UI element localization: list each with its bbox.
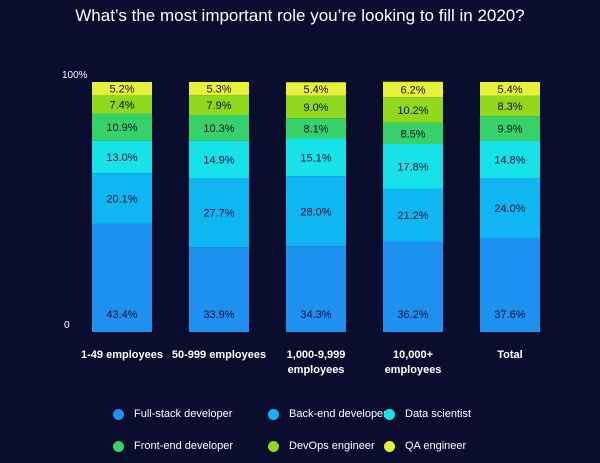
- category-label: employees: [288, 364, 345, 376]
- bar-segment: [286, 176, 346, 247]
- data-label: 34.3%: [300, 309, 331, 321]
- bar-segment: [480, 82, 540, 96]
- category-label: 1-49 employees: [81, 349, 163, 361]
- legend-item: DevOps engineer: [268, 440, 375, 452]
- category-label: employees: [385, 364, 442, 376]
- data-label: 13.0%: [106, 152, 137, 164]
- legend-swatch: [268, 440, 279, 452]
- bar-segment: [189, 247, 249, 332]
- data-label: 27.7%: [203, 208, 234, 220]
- bar-segment: [92, 113, 152, 141]
- chart-title: What’s the most important role you’re lo…: [75, 6, 525, 25]
- data-label: 37.6%: [494, 309, 525, 321]
- legend-swatch: [113, 440, 124, 452]
- data-label: 33.9%: [203, 309, 234, 321]
- bar-segment: [383, 81, 443, 98]
- stacked-bar-chart: 100% 0 43.4% 20.1% 13.0% 10.9% 7.4% 5.2% 1-49 em…: [62, 70, 540, 376]
- legend-swatch: [384, 408, 395, 420]
- bar-segment: [286, 82, 346, 96]
- data-label: 9.9%: [497, 124, 522, 136]
- legend-label: Front-end developer: [134, 440, 234, 452]
- category-label: 10,000+: [393, 349, 433, 361]
- legend-label: Back-end developer: [289, 408, 387, 420]
- legend-swatch: [113, 408, 124, 420]
- bar-segment: [92, 223, 152, 332]
- data-label: 14.9%: [203, 154, 234, 166]
- data-label: 10.2%: [397, 105, 428, 117]
- chart-legend: Full-stack developer Back-end developer Da…: [0, 400, 600, 460]
- legend-swatch: [268, 408, 279, 420]
- bar-segment: [480, 116, 540, 141]
- bar-segment: [383, 241, 443, 332]
- y-tick-label-bottom: 0: [64, 320, 70, 331]
- legend-label: Full-stack developer: [134, 408, 233, 420]
- bar-segment: [383, 144, 443, 189]
- data-label: 7.9%: [206, 100, 231, 112]
- data-label: 8.1%: [303, 123, 328, 135]
- data-label: 28.0%: [300, 206, 331, 218]
- bar-segment: [480, 95, 540, 117]
- bar-segment: [189, 115, 249, 141]
- data-label: 5.3%: [206, 84, 231, 96]
- bar-segment: [189, 140, 249, 178]
- data-label: 8.3%: [497, 101, 522, 113]
- legend-item: Data scientist: [384, 408, 471, 420]
- bar-segment: [189, 178, 249, 248]
- bar-segment: [383, 188, 443, 242]
- bar-segment: [92, 173, 152, 224]
- legend-item: QA engineer: [384, 440, 466, 452]
- bar-segment: [286, 95, 346, 119]
- legend-item: Full-stack developer: [113, 408, 232, 420]
- data-label: 20.1%: [106, 193, 137, 205]
- data-label: 9.0%: [303, 102, 328, 114]
- data-label: 21.2%: [397, 210, 428, 222]
- data-label: 10.3%: [203, 123, 234, 135]
- data-label: 5.4%: [497, 84, 522, 96]
- bar-segment: [480, 238, 540, 332]
- y-tick-label-top: 100%: [62, 70, 88, 81]
- data-label: 10.9%: [106, 122, 137, 134]
- legend-swatch: [384, 440, 395, 452]
- bar-segment: [480, 141, 540, 178]
- category-label: 50-999 employees: [172, 349, 266, 361]
- data-label: 5.2%: [109, 84, 134, 96]
- bar-segment: [383, 97, 443, 123]
- data-label: 7.4%: [109, 99, 134, 111]
- data-label: 14.8%: [494, 155, 525, 167]
- data-label: 43.4%: [106, 309, 137, 321]
- category-label: Total: [497, 349, 522, 361]
- legend-item: Back-end developer: [268, 408, 387, 420]
- bar-segment: [480, 178, 540, 238]
- bar-segment: [383, 122, 443, 144]
- legend-label: QA engineer: [405, 440, 467, 452]
- legend-label: Data scientist: [405, 408, 472, 420]
- data-label: 24.0%: [494, 203, 525, 215]
- bar-segment: [92, 95, 152, 114]
- bar-segment: [92, 140, 152, 174]
- category-label: 1,000-9,999: [287, 349, 346, 361]
- bar-segment: [189, 82, 249, 96]
- bar-segment: [92, 82, 152, 95]
- bar-segment: [189, 95, 249, 115]
- legend-label: DevOps engineer: [289, 440, 375, 452]
- bar-segment: [286, 138, 346, 177]
- data-label: 8.5%: [400, 128, 425, 140]
- bar-segment: [286, 118, 346, 139]
- data-label: 36.2%: [397, 309, 428, 321]
- data-label: 17.8%: [397, 161, 428, 173]
- data-label: 15.1%: [300, 152, 331, 164]
- bar-segment: [286, 246, 346, 332]
- data-label: 5.4%: [303, 84, 328, 96]
- legend-item: Front-end developer: [113, 440, 233, 452]
- data-label: 6.2%: [400, 85, 425, 97]
